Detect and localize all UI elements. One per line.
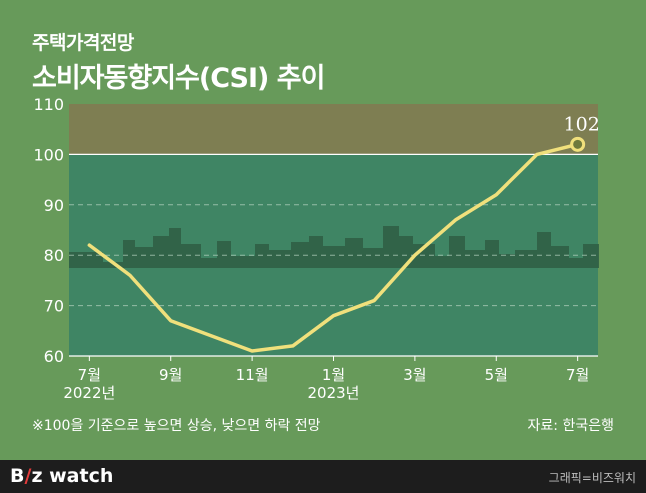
x-tick-label: 11월 xyxy=(236,366,269,384)
source-text: 자료: 한국은행 xyxy=(527,418,614,434)
x-tick-label: 7월 xyxy=(566,366,589,384)
y-tick-label: 80 xyxy=(44,246,64,265)
x-tick-label: 1월 xyxy=(322,366,345,384)
data-label: 102 xyxy=(564,113,600,135)
x-tick-label: 7월 xyxy=(78,366,101,384)
y-tick-label: 100 xyxy=(33,145,64,164)
x-tick-label: 5월 xyxy=(485,366,508,384)
graphic-credit: 그래픽=비즈워치 xyxy=(548,471,636,485)
x-tick-label: 3월 xyxy=(403,366,426,384)
footnote-text: ※100을 기준으로 높으면 상승, 낮으면 하락 전망 xyxy=(32,418,321,434)
skyline-silhouette xyxy=(69,226,599,268)
chart-title: 소비자동향지수(CSI) 추이 xyxy=(32,63,325,94)
last-point-marker xyxy=(570,136,586,152)
plot-band-above-100 xyxy=(69,104,598,155)
bizwatch-logo: B/z watch xyxy=(10,465,114,487)
csi-series-line xyxy=(87,142,580,353)
y-tick-label: 60 xyxy=(44,347,64,366)
x-tick-label: 9월 xyxy=(159,366,182,384)
x-tick-year-label: 2023년 xyxy=(308,384,360,402)
x-tick-year-label: 2022년 xyxy=(63,384,115,402)
y-tick-label: 110 xyxy=(33,95,64,114)
y-tick-label: 70 xyxy=(44,297,64,316)
footer-bar: B/z watch 그래픽=비즈워치 xyxy=(0,460,646,493)
y-tick-label: 90 xyxy=(44,196,64,215)
chart-subtitle: 주택가격전망 xyxy=(32,32,134,54)
